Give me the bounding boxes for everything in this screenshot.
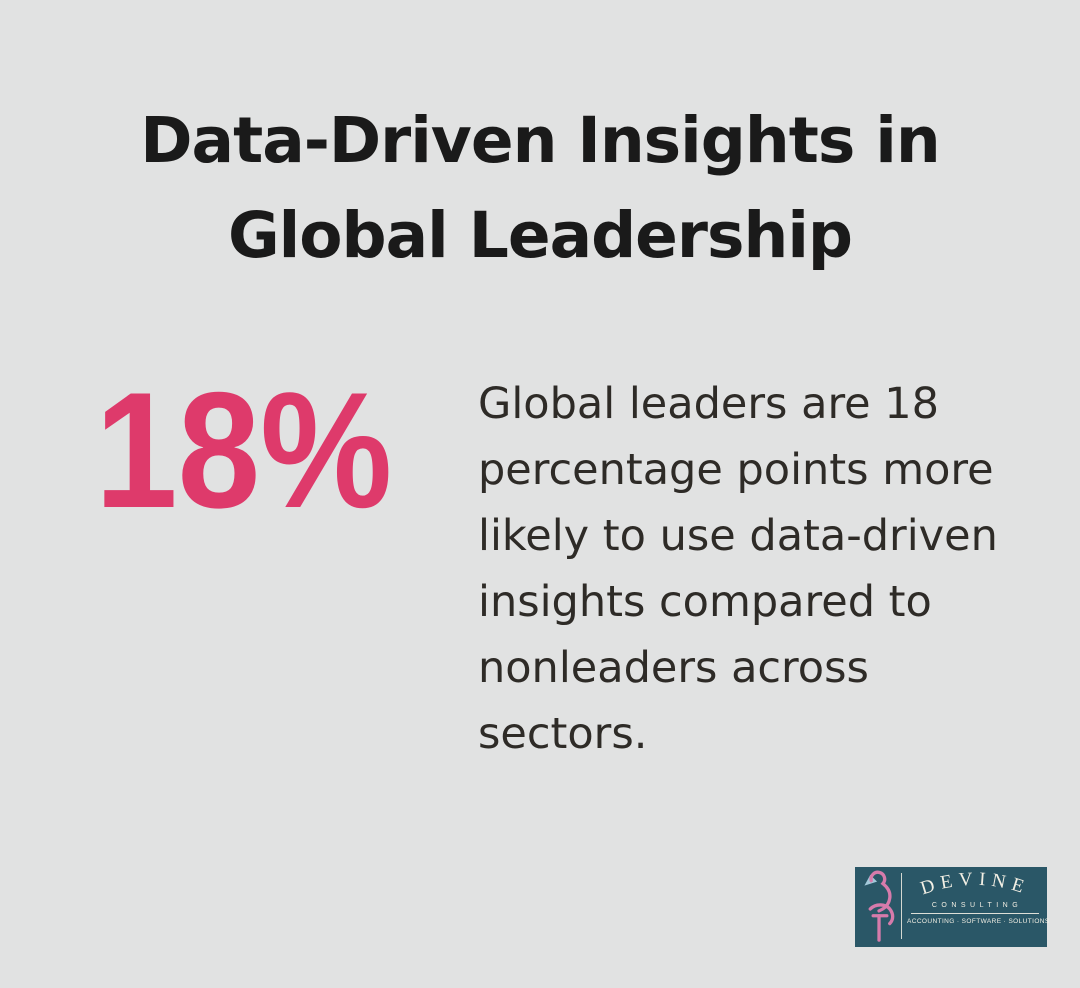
devine-consulting-logo: DEVINE CONSULTING ACCOUNTING · SOFTWARE … — [855, 867, 1050, 947]
logo-subbrand: CONSULTING — [931, 902, 1023, 909]
logo-divider — [901, 873, 902, 939]
flamingo-icon — [864, 870, 895, 942]
logo-text-block: DEVINE CONSULTING ACCOUNTING · SOFTWARE … — [907, 871, 1050, 925]
logo-tagline: ACCOUNTING · SOFTWARE · SOLUTIONS — [907, 918, 1050, 925]
stat-value: 18% — [95, 358, 393, 542]
logo-rule — [911, 913, 1039, 914]
logo-brand: DEVINE — [918, 871, 1026, 899]
logo-brand-arch: DEVINE — [918, 871, 1032, 899]
svg-text:DEVINE: DEVINE — [918, 871, 1032, 899]
stat-description: Global leaders are 18 percentage points … — [478, 379, 998, 759]
title-line-1: Data-Driven Insights in — [140, 104, 940, 177]
title-line-2: Global Leadership — [227, 199, 853, 272]
page-title: Data-Driven Insights in Global Leadershi… — [0, 93, 1080, 283]
